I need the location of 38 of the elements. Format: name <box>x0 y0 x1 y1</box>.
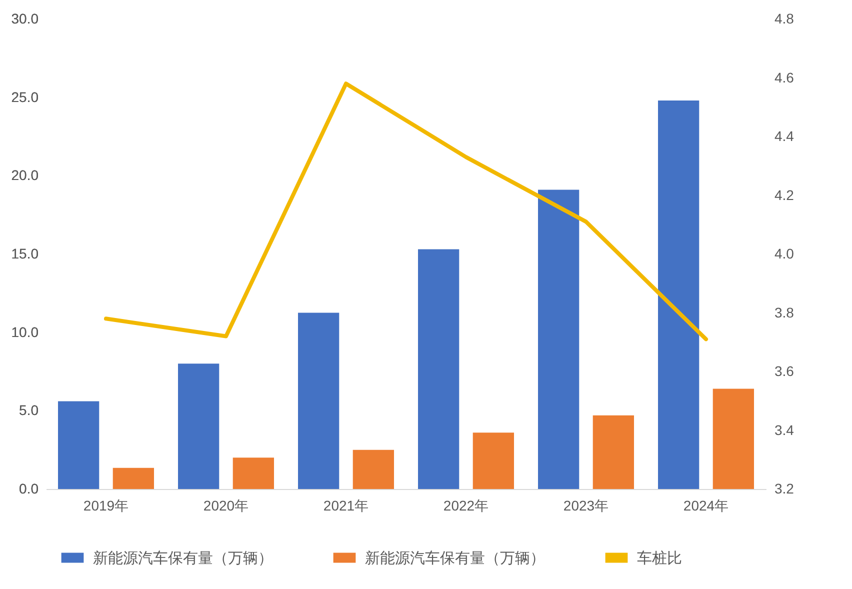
bar <box>712 388 754 489</box>
x-tick-label: 2020年 <box>203 498 249 514</box>
y2-tick-label: 4.2 <box>774 186 794 203</box>
legend-label: 车桩比 <box>637 550 682 567</box>
bar <box>178 364 220 489</box>
y2-tick-label: 3.6 <box>774 363 794 379</box>
bar <box>352 450 394 489</box>
x-tick-label: 2021年 <box>323 498 369 514</box>
y-tick-label: 5.0 <box>19 402 39 418</box>
y2-tick-label: 3.2 <box>774 480 794 496</box>
y-tick-label: 15.0 <box>11 246 39 262</box>
y2-tick-label: 4.4 <box>774 128 794 144</box>
x-tick-label: 2019年 <box>83 498 129 514</box>
y2-tick-label: 4.8 <box>774 10 794 26</box>
bar <box>538 190 580 489</box>
legend-label: 新能源汽车保有量（万辆） <box>365 550 545 567</box>
bar <box>418 249 460 489</box>
y-tick-label: 20.0 <box>11 167 39 184</box>
y-tick-label: 0.0 <box>19 480 39 496</box>
y2-tick-label: 3.8 <box>774 304 794 320</box>
bar <box>592 415 634 489</box>
legend-label: 新能源汽车保有量（万辆） <box>93 550 273 567</box>
y2-tick-label: 3.4 <box>774 422 794 438</box>
y-tick-label: 30.0 <box>11 10 39 26</box>
y2-tick-label: 4.0 <box>774 246 794 262</box>
x-tick-label: 2023年 <box>563 498 609 514</box>
line-series <box>104 82 708 342</box>
y2-tick-label: 4.6 <box>774 69 794 86</box>
bar <box>472 432 514 489</box>
y-tick-label: 25.0 <box>11 88 39 105</box>
bar <box>298 312 340 489</box>
bar <box>658 100 700 489</box>
y-tick-label: 10.0 <box>11 324 39 340</box>
bar <box>58 401 100 489</box>
bar <box>232 458 274 489</box>
x-tick-label: 2022年 <box>443 498 489 514</box>
x-tick-label: 2024年 <box>683 498 729 514</box>
bar <box>112 468 154 489</box>
